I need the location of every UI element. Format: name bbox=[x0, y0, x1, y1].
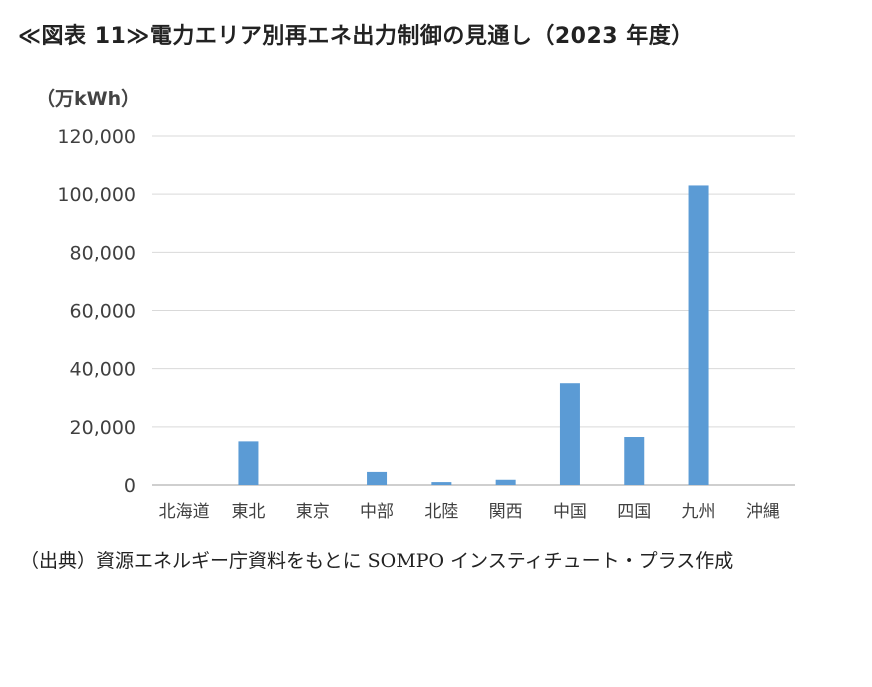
bar-5 bbox=[495, 479, 516, 485]
bar-4 bbox=[431, 482, 452, 485]
chart-title: ≪図表 11≫電力エリア別再エネ出力制御の見通し（2023 年度） bbox=[18, 24, 694, 49]
x-tick-labels: 北海道 東北 東京 中部 北陸 関西 中国 四国 九州 沖縄 bbox=[159, 502, 780, 522]
x-tick-label: 東北 bbox=[231, 502, 265, 522]
bar-7 bbox=[624, 437, 645, 485]
y-tick-label: 60,000 bbox=[70, 301, 136, 323]
bar-6 bbox=[559, 383, 580, 485]
x-tick-label: 中部 bbox=[360, 502, 394, 522]
y-tick-label: 100,000 bbox=[57, 184, 136, 206]
y-tick-label: 80,000 bbox=[70, 242, 136, 264]
x-tick-label: 中国 bbox=[553, 502, 587, 522]
y-tick-label: 0 bbox=[124, 475, 136, 497]
y-axis-unit-label: （万kWh） bbox=[36, 88, 141, 110]
x-tick-label: 北海道 bbox=[159, 502, 210, 522]
y-tick-label: 40,000 bbox=[70, 359, 136, 381]
x-tick-label: 東京 bbox=[296, 502, 330, 522]
source-note: （出典）資源エネルギー庁資料をもとに SOMPO インスティチュート・プラス作成 bbox=[20, 550, 734, 572]
bar-chart: 020,00040,00060,00080,000100,000120,000 … bbox=[57, 126, 795, 522]
y-tick-label: 20,000 bbox=[70, 417, 136, 439]
bar-1 bbox=[238, 441, 259, 485]
x-tick-label: 九州 bbox=[682, 502, 716, 522]
bar-3 bbox=[367, 471, 388, 485]
y-tick-labels: 0 20,000 40,000 60,000 80,000 100,000 120,000 bbox=[57, 126, 136, 497]
x-tick-label: 北陸 bbox=[424, 502, 458, 522]
x-tick-label: 沖縄 bbox=[746, 502, 780, 522]
bar-8 bbox=[688, 185, 709, 486]
x-tick-label: 関西 bbox=[489, 502, 523, 522]
x-tick-label: 四国 bbox=[617, 502, 651, 522]
y-tick-label: 120,000 bbox=[57, 126, 136, 148]
gridlines bbox=[152, 135, 795, 486]
bars bbox=[238, 185, 709, 486]
